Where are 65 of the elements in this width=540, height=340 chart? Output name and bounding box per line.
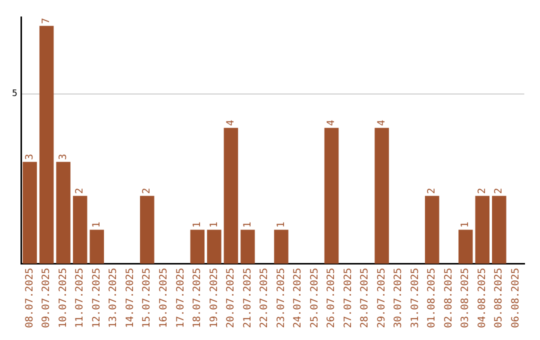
bar <box>190 230 205 264</box>
bar <box>56 162 70 264</box>
bar <box>492 196 506 264</box>
bar <box>424 196 440 264</box>
y-tick-label: 5 <box>12 89 18 100</box>
x-tick-label: 21.07.2025 <box>242 268 254 328</box>
x-tick-label: 10.07.2025 <box>58 268 69 328</box>
data-label: 1 <box>208 222 220 228</box>
data-label: 1 <box>192 222 204 228</box>
bar <box>39 26 54 264</box>
bar <box>324 128 339 264</box>
bar <box>475 196 490 264</box>
x-tick-label: 08.07.2025 <box>24 268 36 328</box>
x-tick-label: 13.07.2025 <box>108 268 120 328</box>
bar <box>374 128 389 264</box>
x-tick-label: 30.07.2025 <box>393 268 404 328</box>
x-tick-label: 15.07.2025 <box>142 268 153 328</box>
bar <box>22 162 37 264</box>
data-label: 4 <box>226 120 237 126</box>
data-label: 3 <box>58 154 69 160</box>
data-label: 3 <box>24 154 36 160</box>
x-tick-label: 24.07.2025 <box>292 268 304 328</box>
data-label: 2 <box>476 188 488 194</box>
x-tick-label: 19.07.2025 <box>208 268 220 328</box>
bar <box>458 230 473 264</box>
x-tick-label: 11.07.2025 <box>74 268 86 328</box>
data-label: 1 <box>91 222 102 228</box>
bar <box>207 230 222 264</box>
data-label: 1 <box>242 222 254 228</box>
x-tick-label: 06.08.2025 <box>510 268 522 328</box>
x-tick-label: 04.08.2025 <box>476 268 488 328</box>
x-tick-label: 20.07.2025 <box>226 268 237 328</box>
bar <box>224 128 238 264</box>
x-tick-label: 01.08.2025 <box>426 268 438 328</box>
x-tick-label: 23.07.2025 <box>276 268 287 328</box>
x-tick-label: 05.08.2025 <box>494 268 505 328</box>
bar <box>140 196 154 264</box>
x-tick-label: 18.07.2025 <box>192 268 204 328</box>
x-tick-label: 03.08.2025 <box>460 268 472 328</box>
x-tick-label: 16.07.2025 <box>158 268 170 328</box>
data-label: 4 <box>376 120 388 126</box>
x-tick-label: 22.07.2025 <box>259 268 270 328</box>
data-label: 2 <box>494 188 505 194</box>
x-tick-label: 31.07.2025 <box>410 268 421 328</box>
x-tick-label: 14.07.2025 <box>124 268 136 328</box>
bar <box>240 230 255 264</box>
data-label: 1 <box>460 222 472 228</box>
x-tick-label: 29.07.2025 <box>376 268 388 328</box>
x-tick-label: 27.07.2025 <box>342 268 354 328</box>
x-tick-label: 28.07.2025 <box>360 268 371 328</box>
data-label: 2 <box>74 188 86 194</box>
x-tick-label: 17.07.2025 <box>175 268 186 328</box>
bar <box>72 196 88 264</box>
x-tick-label: 26.07.2025 <box>326 268 338 328</box>
data-label: 2 <box>142 188 153 194</box>
x-tick-label: 02.08.2025 <box>443 268 454 328</box>
data-label: 2 <box>426 188 438 194</box>
bar <box>90 230 104 264</box>
x-tick-label: 25.07.2025 <box>309 268 320 328</box>
x-tick-label: 09.07.2025 <box>41 268 52 328</box>
data-label: 7 <box>41 18 52 24</box>
data-label: 1 <box>276 222 287 228</box>
bar <box>274 230 288 264</box>
x-tick-label: 12.07.2025 <box>91 268 102 328</box>
data-label: 4 <box>326 120 338 126</box>
